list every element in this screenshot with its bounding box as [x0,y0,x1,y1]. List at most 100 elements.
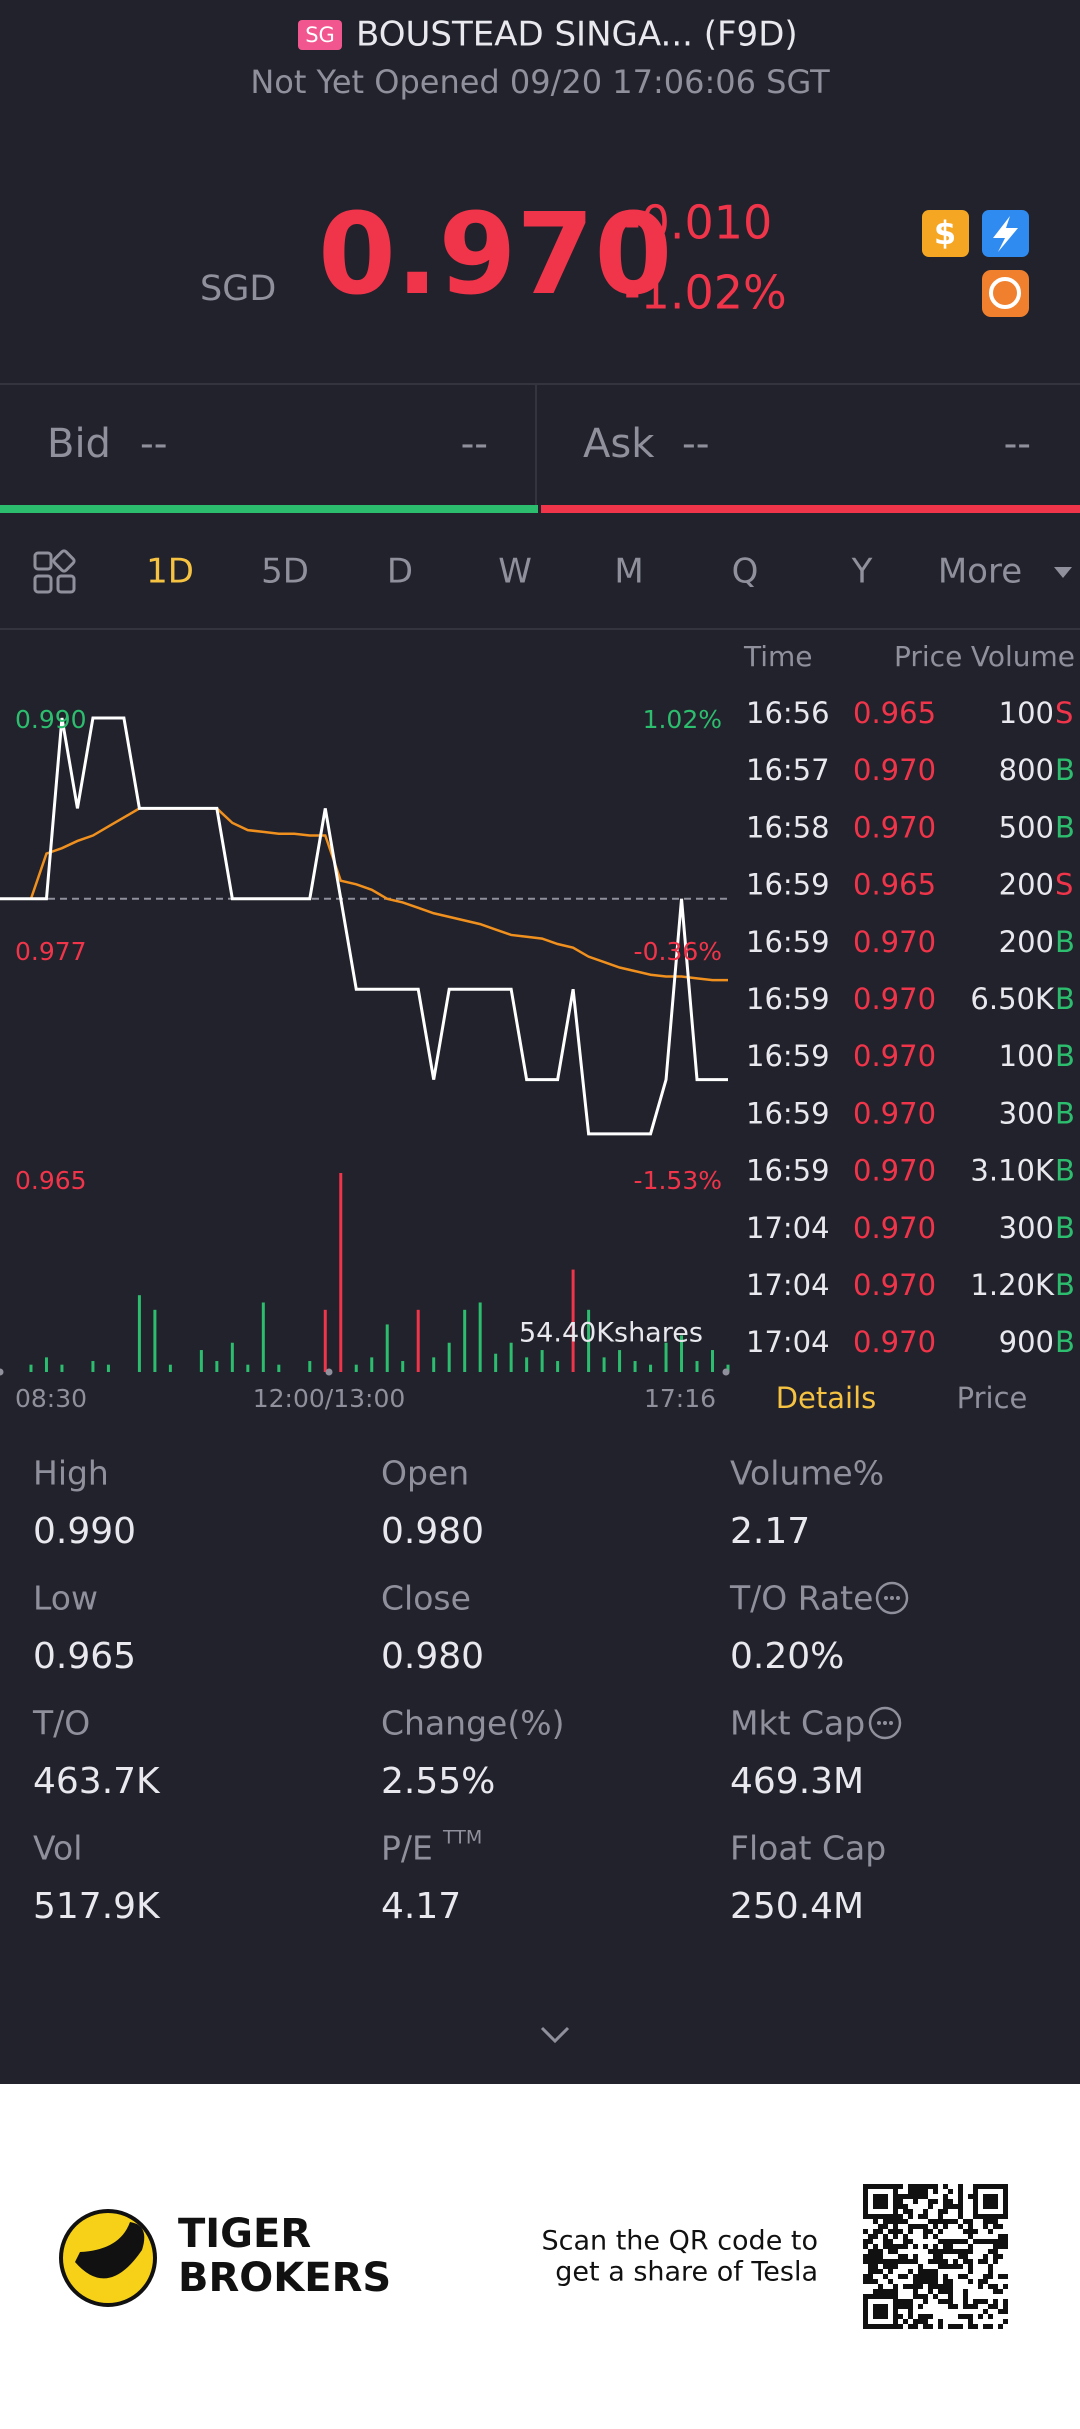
volume-bar [354,1364,358,1372]
qr-cell [893,2189,898,2194]
tab[interactable]: M [614,552,643,592]
qr-cell [993,2194,998,2199]
trade-time: 17:04 [746,1325,830,1359]
qr-cell [928,2284,933,2289]
qr-cell [913,2284,918,2289]
info-icon[interactable] [875,1581,909,1615]
qr-cell [903,2234,908,2239]
tab[interactable]: Q [732,552,759,592]
icon-dollar[interactable] [922,210,969,257]
qr-cell [923,2314,928,2319]
qr-cell [908,2239,913,2244]
qr-cell [1003,2284,1008,2289]
qr-cell [898,2229,903,2234]
qr-cell [873,2269,878,2274]
qr-cell [913,2224,918,2229]
qr-cell [908,2324,913,2329]
stat-value: 469.3M [730,1761,864,1802]
logo-stripes [75,2222,145,2279]
stat-value: 250.4M [730,1886,864,1927]
trade-tab[interactable]: Price [957,1381,1028,1415]
brand: BROKERS [178,2255,391,2301]
volume-bar [602,1357,606,1372]
qr-cell [908,2194,913,2199]
qr-cell [873,2294,878,2299]
trade-price: 0.965 [853,696,936,730]
qr-cell [948,2249,953,2254]
bid-price: -- [140,422,167,466]
qr-cell [873,2324,878,2329]
qr-cell [898,2244,903,2249]
trade-tab[interactable]: Details [776,1381,877,1415]
qr-cell [1003,2199,1008,2204]
qr-cell [918,2304,923,2309]
qr-cell [938,2284,943,2289]
qr-cell [968,2269,973,2274]
stat-label: Float Cap [730,1829,886,1868]
tab[interactable]: More [938,552,1022,592]
qr-cell [988,2324,993,2329]
qr-cell [923,2299,928,2304]
volume-bar [199,1350,203,1372]
qr-cell [933,2199,938,2204]
info-icon[interactable] [868,1706,902,1740]
qr-cell [908,2224,913,2229]
tab[interactable]: Y [851,552,873,592]
tab[interactable]: 1D [146,552,194,592]
qr-cell [948,2199,953,2204]
volume-bar [680,1335,684,1372]
qr-cell [973,2204,978,2209]
qr-cell [908,2229,913,2234]
trade-volume: 300 [999,1096,1054,1130]
volume-bar [323,1309,327,1372]
qr-cell [948,2204,953,2209]
tab[interactable]: 5D [261,552,309,592]
qr-cell [933,2274,938,2279]
qr-cell [943,2284,948,2289]
qr-cell [933,2224,938,2229]
qr-cell [908,2214,913,2219]
qr-cell [988,2204,993,2209]
qr-cell [928,2249,933,2254]
expand-chevron[interactable] [540,2026,570,2044]
trade-volume: 200 [999,925,1054,959]
qr-cell [938,2229,943,2234]
qr-cell [918,2224,923,2229]
layout-icon[interactable] [33,549,76,594]
qr-cell [943,2264,948,2269]
ask-size: -- [1004,422,1031,466]
qr-cell [988,2264,993,2269]
x-label: 08:30 [15,1384,87,1413]
qr-cell [938,2219,943,2224]
qr-cell [908,2309,913,2314]
tab[interactable]: W [498,552,532,592]
qr-cell [913,2244,918,2249]
qr-cell [958,2314,963,2319]
icon-dollar-glyph: $ [934,214,956,252]
qr-cell [988,2194,993,2199]
tab[interactable]: D [387,552,413,592]
qr-cell [953,2259,958,2264]
qr-cell [893,2299,898,2304]
price-line [0,716,728,1136]
qr-cell [878,2194,883,2199]
volume-bar [711,1350,715,1372]
qr-cell [948,2294,953,2299]
info-dot [889,1721,893,1725]
volume-bar [664,1342,668,1372]
qr-cell [958,2324,963,2329]
qr-cell [883,2304,888,2309]
qr-cell [983,2254,988,2259]
qr-cell [888,2324,893,2329]
qr-cell [898,2299,903,2304]
qr-cell [868,2264,873,2269]
qr-cell [893,2229,898,2234]
qr-cell [888,2259,893,2264]
qr-cell [863,2259,868,2264]
qr-cell [943,2259,948,2264]
qr-cell [958,2199,963,2204]
qr-cell [983,2239,988,2244]
trade-side: B [1055,1154,1075,1188]
change: -0.010 [624,196,772,250]
qr-cell [958,2239,963,2244]
